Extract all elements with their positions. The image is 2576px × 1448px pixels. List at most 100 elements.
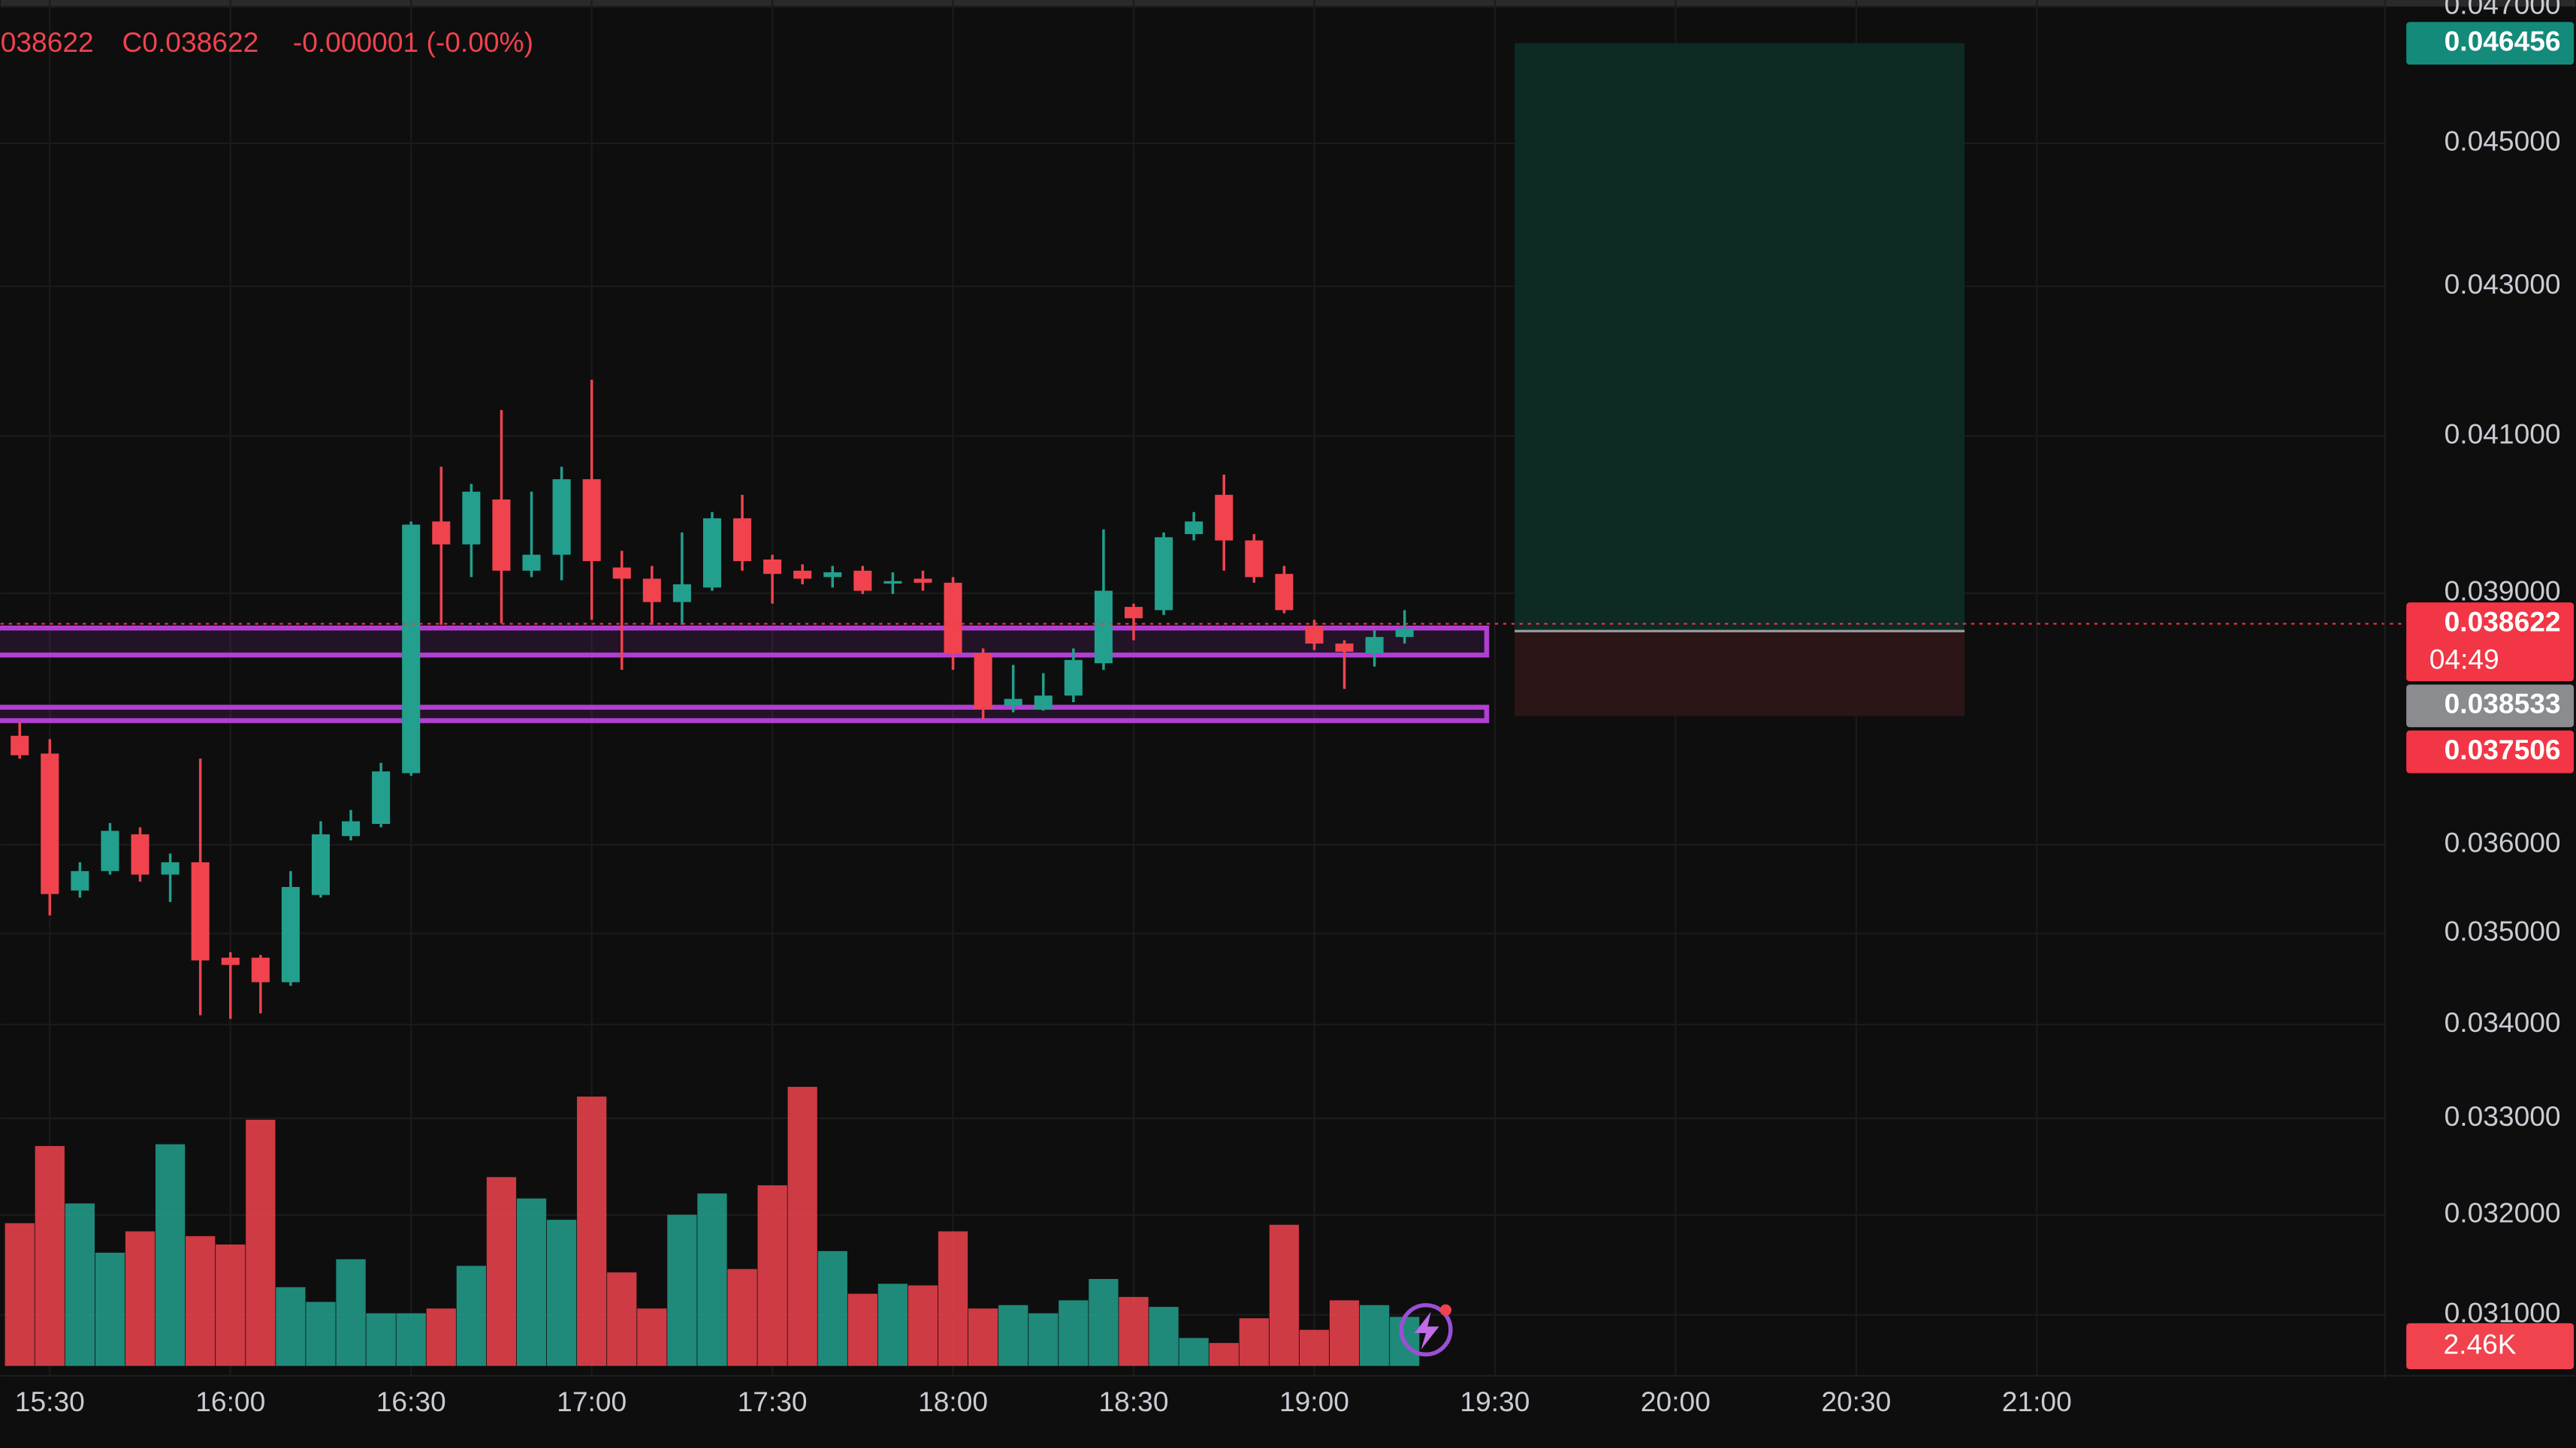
candle-body xyxy=(1124,607,1143,619)
x-tick-label: 18:30 xyxy=(1099,1386,1169,1417)
zone xyxy=(0,704,1490,723)
x-tick-label: 19:00 xyxy=(1279,1386,1349,1417)
volume-bar xyxy=(125,1231,156,1366)
volume-bar xyxy=(1209,1343,1239,1366)
volume-bar xyxy=(1299,1329,1330,1366)
candle-body xyxy=(191,862,210,961)
y-tick-label: 0.039000 xyxy=(2445,575,2561,607)
volume-bar xyxy=(1329,1300,1360,1366)
price-tag xyxy=(2406,602,2574,682)
volume-bar xyxy=(1058,1300,1089,1366)
volume-bar xyxy=(35,1145,65,1366)
candle-body xyxy=(974,653,992,709)
volume-bar xyxy=(697,1193,727,1366)
y-tick-label: 0.034000 xyxy=(2445,1006,2561,1038)
candle-body xyxy=(944,582,962,653)
volume-bar xyxy=(426,1308,456,1366)
volume-bar xyxy=(877,1284,908,1366)
volume-bar xyxy=(727,1269,757,1366)
lightning-icon[interactable] xyxy=(1399,1303,1453,1357)
volume-bar xyxy=(577,1097,607,1366)
candle-body xyxy=(1365,637,1384,653)
candle-body xyxy=(1275,574,1294,611)
volume-bar xyxy=(998,1305,1028,1366)
candle-body xyxy=(612,567,631,579)
candle-body xyxy=(402,524,421,774)
candle-body xyxy=(642,578,661,602)
candle-body xyxy=(582,479,601,562)
y-tick-label: 0.035000 xyxy=(2445,916,2561,947)
volume-bar xyxy=(216,1244,246,1366)
volume-bar xyxy=(516,1198,547,1366)
volume-tag-label: 2.46K xyxy=(2443,1328,2516,1359)
x-tick-label: 19:30 xyxy=(1460,1386,1530,1417)
header-open: 038622 xyxy=(1,26,94,58)
candle-body xyxy=(492,499,511,571)
volume-bar xyxy=(847,1293,877,1366)
candle-body xyxy=(1094,590,1113,664)
header-change: -0.000001 (-0.00%) xyxy=(293,26,533,58)
price-tag xyxy=(2406,22,2574,65)
volume-bar xyxy=(366,1313,396,1366)
candle-body xyxy=(1034,695,1052,709)
y-tick-label: 0.041000 xyxy=(2445,418,2561,449)
volume-bar xyxy=(336,1259,366,1366)
candle-body xyxy=(311,834,331,895)
volume-bar xyxy=(817,1250,847,1366)
volume-bar xyxy=(757,1185,787,1366)
candle-body xyxy=(372,771,391,825)
candle-body xyxy=(101,831,119,871)
x-tick-label: 21:00 xyxy=(2002,1386,2072,1417)
candle-body xyxy=(1064,659,1083,696)
volume-bar xyxy=(1239,1318,1269,1366)
x-tick-label: 16:00 xyxy=(195,1386,265,1417)
candle-body xyxy=(221,958,240,965)
volume-bar xyxy=(1028,1313,1058,1366)
candle-body xyxy=(251,958,270,982)
volume-bar xyxy=(1269,1224,1300,1366)
y-tick-label: 0.036000 xyxy=(2445,827,2561,858)
volume-bar xyxy=(1359,1305,1390,1366)
top-border xyxy=(0,0,2576,7)
x-tick-label: 17:00 xyxy=(557,1386,627,1417)
price-tag-label: 0.038622 xyxy=(2445,605,2561,637)
volume-bar xyxy=(1119,1296,1149,1366)
plot xyxy=(0,43,2407,1366)
candle-body xyxy=(432,521,451,545)
candle-body xyxy=(1335,643,1354,652)
y-tick-label: 0.045000 xyxy=(2445,125,2561,157)
volume-bar xyxy=(968,1308,998,1366)
y-tick-label: 0.043000 xyxy=(2445,268,2561,300)
price-tag xyxy=(2406,730,2574,774)
y-tick-label: 0.031000 xyxy=(2445,1296,2561,1328)
volume-bar xyxy=(306,1302,336,1366)
volume-tag xyxy=(2406,1323,2574,1370)
candle-body xyxy=(1395,629,1414,638)
candle-body xyxy=(672,584,691,602)
position-profit xyxy=(1514,43,1965,632)
volume-bar xyxy=(155,1144,186,1366)
x-tick-label: 15:30 xyxy=(15,1386,85,1417)
volume-bar xyxy=(95,1252,125,1366)
price-tag-label: 0.046456 xyxy=(2445,25,2561,56)
candle-body xyxy=(11,735,29,756)
candle-body xyxy=(914,578,932,583)
x-tick-label: 18:00 xyxy=(918,1386,988,1417)
y-tick-label: 0.047000 xyxy=(2445,0,2561,20)
candle-body xyxy=(552,479,571,555)
volume-bar xyxy=(486,1177,517,1366)
volume-bar xyxy=(667,1214,697,1366)
volume-bar xyxy=(787,1087,817,1366)
candle-body xyxy=(161,862,180,875)
candle-body xyxy=(883,581,902,584)
candle-body xyxy=(41,753,59,894)
volume-bar xyxy=(1179,1338,1209,1366)
candle-body xyxy=(131,834,149,875)
price-tag-label: 0.037506 xyxy=(2445,734,2561,765)
price-tag-label: 0.038533 xyxy=(2445,688,2561,719)
volume-bar xyxy=(938,1231,968,1366)
candle-body xyxy=(1305,626,1324,644)
